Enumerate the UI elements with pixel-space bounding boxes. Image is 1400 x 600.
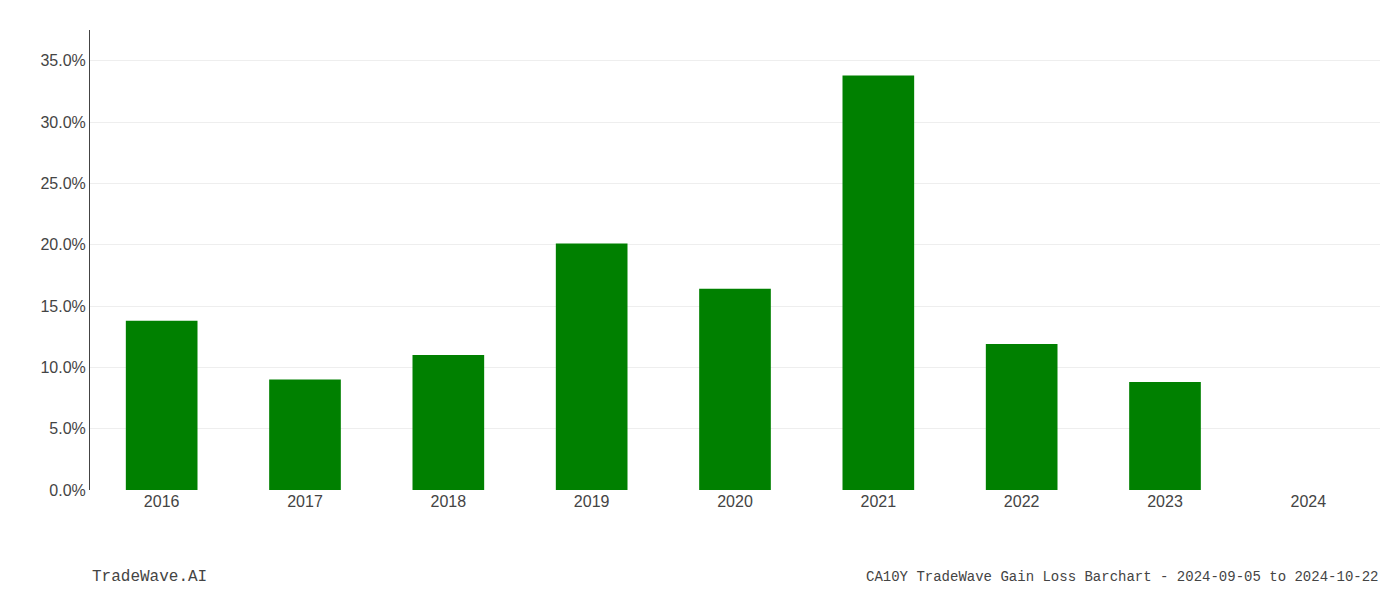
svg-text:15.0%: 15.0% xyxy=(40,298,85,315)
svg-text:35.0%: 35.0% xyxy=(40,52,85,69)
svg-text:2022: 2022 xyxy=(1004,493,1040,510)
svg-text:2016: 2016 xyxy=(144,493,180,510)
svg-text:2017: 2017 xyxy=(287,493,323,510)
svg-text:TradeWave.AI: TradeWave.AI xyxy=(92,568,207,586)
svg-text:25.0%: 25.0% xyxy=(40,175,85,192)
svg-text:30.0%: 30.0% xyxy=(40,114,85,131)
svg-text:10.0%: 10.0% xyxy=(40,359,85,376)
svg-text:2018: 2018 xyxy=(431,493,467,510)
svg-text:2024: 2024 xyxy=(1291,493,1327,510)
svg-text:2023: 2023 xyxy=(1147,493,1183,510)
svg-text:2019: 2019 xyxy=(574,493,610,510)
svg-text:CA10Y TradeWave Gain Loss Barc: CA10Y TradeWave Gain Loss Barchart - 202… xyxy=(866,569,1378,585)
svg-text:0.0%: 0.0% xyxy=(49,482,85,499)
svg-text:2021: 2021 xyxy=(861,493,897,510)
svg-text:2020: 2020 xyxy=(717,493,753,510)
svg-text:5.0%: 5.0% xyxy=(49,420,85,437)
svg-text:20.0%: 20.0% xyxy=(40,236,85,253)
